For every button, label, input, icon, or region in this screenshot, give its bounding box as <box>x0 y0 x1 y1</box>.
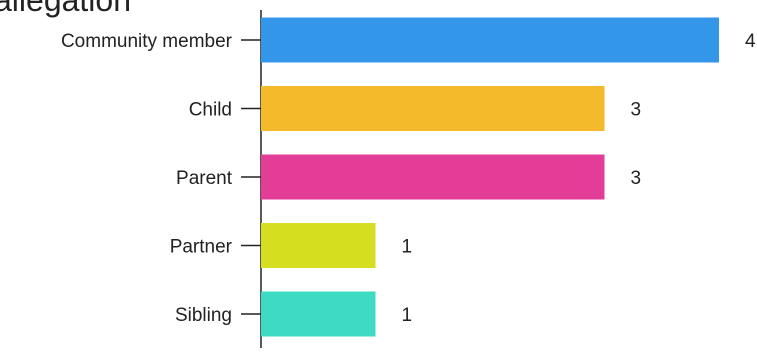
category-label: Partner <box>170 237 233 258</box>
bar-partner <box>261 223 376 268</box>
value-label: 3 <box>631 168 642 189</box>
bar-community-member <box>261 17 719 63</box>
bar-child <box>261 86 605 131</box>
value-label: 1 <box>402 237 413 258</box>
category-label: Child <box>189 100 232 121</box>
bar-parent <box>261 154 605 200</box>
value-label: 4 <box>745 31 756 52</box>
chart-title: allegation <box>0 0 131 18</box>
bar-sibling <box>261 291 376 337</box>
category-label: Community member <box>61 31 233 52</box>
category-label: Sibling <box>175 305 232 326</box>
value-label: 1 <box>402 305 413 326</box>
value-label: 3 <box>631 100 642 121</box>
category-label: Parent <box>176 168 233 189</box>
bars-layer: Community member 4 Child 3 Parent 3 Partner 1 Si… <box>61 17 756 337</box>
